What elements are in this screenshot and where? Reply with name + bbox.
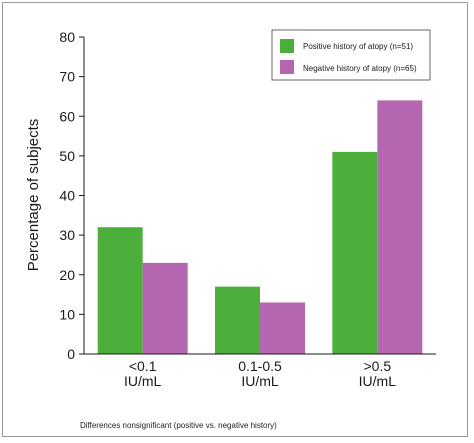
y-tick-label: 10 [59,306,75,322]
y-axis-ticks: 0 10 20 30 40 50 60 70 80 [59,29,84,362]
bars [97,100,423,355]
x-axis-category-labels: <0.1 IU/mL 0.1-0.5 IU/mL >0.5 IU/mL [124,358,396,389]
bar-positive-0 [97,227,143,354]
legend-label-negative: Negative history of atopy (n=65) [303,64,417,73]
legend-label-positive: Positive history of atopy (n=51) [303,42,413,51]
x-category-label: 0.1-0.5 IU/mL [238,358,282,389]
x-category-label: >0.5 IU/mL [359,358,397,389]
footnote: Differences nonsignificant (positive vs.… [80,421,277,430]
legend: Positive history of atopy (n=51) Negativ… [271,29,431,81]
y-axis-label: Percentage of subjects [25,119,42,272]
bar-negative-2 [377,100,423,355]
y-tick-label: 50 [59,148,75,164]
y-tick-label: 70 [59,69,75,85]
x-category-label: <0.1 IU/mL [124,358,162,389]
y-tick-label: 20 [59,267,75,283]
bar-positive-1 [215,286,260,354]
bar-positive-2 [332,151,378,354]
y-tick-label: 60 [59,108,75,124]
y-tick-label: 40 [59,188,75,204]
y-tick-label: 30 [59,227,75,243]
bar-negative-1 [260,302,305,354]
legend-box [271,29,431,81]
bar-negative-0 [142,262,188,354]
legend-swatch-positive [280,39,294,53]
y-tick-label: 0 [67,346,75,362]
y-tick-label: 80 [59,29,75,45]
legend-swatch-negative [280,60,294,74]
